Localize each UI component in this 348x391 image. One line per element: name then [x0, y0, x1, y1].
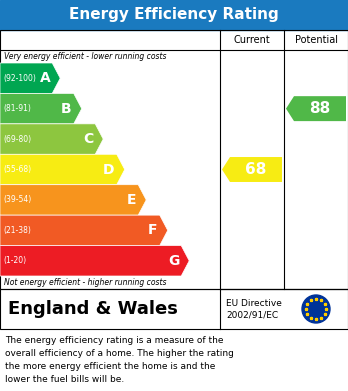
Bar	[0, 289, 348, 329]
Text: G: G	[168, 254, 179, 268]
Text: 88: 88	[309, 101, 331, 116]
Text: (1-20): (1-20)	[3, 256, 26, 265]
Text: Very energy efficient - lower running costs: Very energy efficient - lower running co…	[4, 52, 166, 61]
Text: overall efficiency of a home. The higher the rating: overall efficiency of a home. The higher…	[5, 349, 234, 358]
Text: EU Directive: EU Directive	[226, 300, 282, 308]
Text: 2002/91/EC: 2002/91/EC	[226, 310, 278, 319]
Text: (39-54): (39-54)	[3, 196, 31, 204]
Polygon shape	[0, 93, 82, 124]
Bar	[0, 0, 348, 30]
Text: C: C	[83, 132, 93, 146]
Text: (92-100): (92-100)	[3, 74, 36, 83]
Text: the more energy efficient the home is and the: the more energy efficient the home is an…	[5, 362, 215, 371]
Polygon shape	[222, 157, 282, 182]
Polygon shape	[0, 246, 189, 276]
Circle shape	[302, 295, 330, 323]
Polygon shape	[286, 96, 346, 121]
Polygon shape	[0, 215, 168, 246]
Text: (55-68): (55-68)	[3, 165, 31, 174]
Text: F: F	[148, 223, 158, 237]
Text: Current: Current	[234, 35, 270, 45]
Text: D: D	[103, 163, 115, 176]
Text: 68: 68	[245, 162, 267, 177]
Text: (81-91): (81-91)	[3, 104, 31, 113]
Text: Energy Efficiency Rating: Energy Efficiency Rating	[69, 7, 279, 23]
Polygon shape	[0, 154, 125, 185]
Text: Potential: Potential	[294, 35, 338, 45]
Text: E: E	[127, 193, 136, 207]
Text: England & Wales: England & Wales	[8, 300, 178, 318]
Polygon shape	[0, 63, 60, 93]
Text: B: B	[61, 102, 72, 116]
Text: (69-80): (69-80)	[3, 135, 31, 143]
Polygon shape	[0, 185, 146, 215]
Bar	[0, 30, 348, 289]
Text: A: A	[39, 71, 50, 85]
Text: The energy efficiency rating is a measure of the: The energy efficiency rating is a measur…	[5, 336, 223, 345]
Polygon shape	[0, 124, 103, 154]
Text: (21-38): (21-38)	[3, 226, 31, 235]
Text: lower the fuel bills will be.: lower the fuel bills will be.	[5, 375, 124, 384]
Text: Not energy efficient - higher running costs: Not energy efficient - higher running co…	[4, 278, 166, 287]
